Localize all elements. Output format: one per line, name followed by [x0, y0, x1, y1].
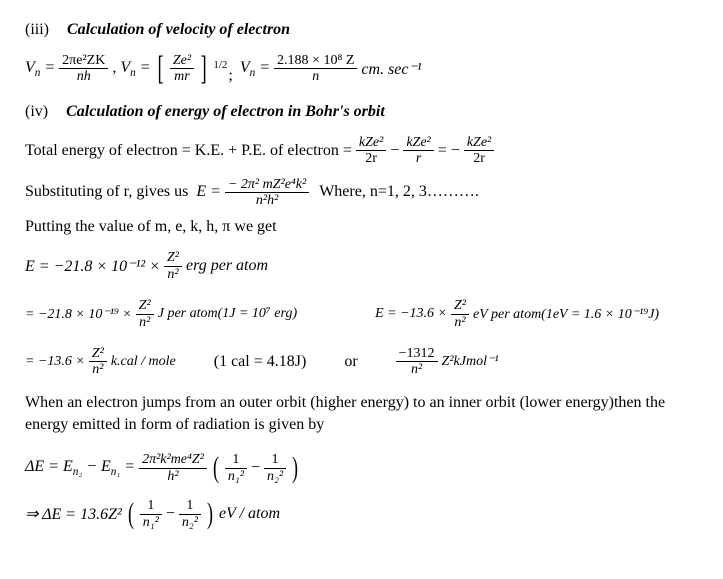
- erg-line: E = −21.8 × 10⁻¹² × Z²n² erg per atom: [25, 250, 698, 282]
- te-eq: = −: [438, 142, 460, 160]
- ev-u: eV per atom(1eV = 1.6 × 10⁻¹⁹J): [473, 306, 659, 323]
- kcal-line: = −13.6 × Z²n² k.cal / mole (1 cal = 4.1…: [25, 346, 698, 378]
- lparen-1: (: [213, 456, 219, 480]
- erg-E: E = −21.8 × 10⁻¹² ×: [25, 256, 160, 276]
- rparen-1: ): [292, 456, 298, 480]
- dE-lhs: ΔE = En₂ − En₁ =: [25, 458, 135, 478]
- putting-line: Putting the value of m, e, k, h, π we ge…: [25, 218, 698, 236]
- eq-velocity: Vn = 2πe²ZK nh , Vn = [ Ze² mr ] 1/2 ; V…: [25, 53, 698, 85]
- rbracket: ]: [201, 54, 207, 85]
- dE2-u: eV / atom: [219, 505, 280, 523]
- subst-frac: − 2π² mZ²e⁴k²n²h²: [225, 177, 309, 209]
- kc-frac: Z²n²: [89, 346, 107, 378]
- j-ev-line: = −21.8 × 10⁻¹⁹ × Z²n² J per atom(1J = 1…: [25, 298, 698, 330]
- j-u: J per atom(1J = 10⁷ erg): [158, 306, 297, 322]
- dE-p2: 1n₂²: [264, 452, 286, 484]
- subst-line: Substituting of r, gives us E = − 2π² mZ…: [25, 177, 698, 209]
- section-4-title: Calculation of energy of electron in Boh…: [66, 103, 385, 121]
- section-4-num: (iv): [25, 103, 48, 121]
- te-f2: kZe²r: [403, 135, 433, 167]
- ev-E: E = −13.6 ×: [375, 306, 447, 322]
- kj-u: Z²kJmol⁻¹: [442, 353, 499, 370]
- te-minus: −: [390, 142, 399, 160]
- deltaE-result: ⇒ ΔE = 13.6Z² ( 1n₁² − 1n₂² ) eV / atom: [25, 498, 698, 530]
- dE2-p2: 1n₂²: [179, 498, 201, 530]
- subst-b: Where, n=1, 2, 3……….: [319, 183, 479, 201]
- dE-p1: 1n₁²: [225, 452, 247, 484]
- subst-a: Substituting of r, gives us E =: [25, 183, 221, 201]
- section-3-head: (iii) Calculation of velocity of electro…: [25, 21, 698, 39]
- vn2: , Vn =: [112, 59, 150, 79]
- j-frac: Z²n²: [136, 298, 154, 330]
- erg-u: erg per atom: [186, 257, 268, 275]
- kj-frac: −1312n²: [396, 346, 438, 378]
- frac-2: Ze² mr: [170, 53, 194, 85]
- semicolon: ;: [228, 67, 232, 85]
- lparen-2: (: [128, 502, 134, 526]
- total-energy-line: Total energy of electron = K.E. + P.E. o…: [25, 135, 698, 167]
- section-3-num: (iii): [25, 21, 49, 39]
- kc-a: = −13.6 ×: [25, 354, 85, 370]
- or-text: or: [344, 353, 357, 371]
- dE-frac: 2π²k²me⁴Z²h²: [139, 452, 207, 484]
- te-f3: kZe²2r: [464, 135, 494, 167]
- kc-u: k.cal / mole: [111, 354, 176, 370]
- ev-frac: Z²n²: [451, 298, 469, 330]
- erg-frac: Z²n²: [164, 250, 182, 282]
- frac-3: 2.188 × 10⁸ Z n: [274, 53, 357, 85]
- vn3: Vn =: [240, 59, 270, 79]
- j-a: = −21.8 × 10⁻¹⁹ ×: [25, 306, 132, 323]
- deltaE-line: ΔE = En₂ − En₁ = 2π²k²me⁴Z²h² ( 1n₁² − 1…: [25, 452, 698, 484]
- lbracket: [: [157, 54, 163, 85]
- dE2-p1: 1n₁²: [140, 498, 162, 530]
- frac-1: 2πe²ZK nh: [59, 53, 108, 85]
- cal-conv: (1 cal = 4.18J): [214, 353, 307, 371]
- te-text: Total energy of electron = K.E. + P.E. o…: [25, 142, 352, 160]
- dE2-a: ⇒ ΔE = 13.6Z²: [25, 504, 122, 524]
- dE2-pm: −: [166, 505, 175, 523]
- dE-pm: −: [251, 459, 260, 477]
- unit-cms: cm. sec⁻¹: [361, 59, 421, 79]
- pow-half: 1/2: [213, 59, 227, 71]
- jump-text: When an electron jumps from an outer orb…: [25, 392, 698, 437]
- vn1: Vn =: [25, 59, 55, 79]
- te-f1: kZe²2r: [356, 135, 386, 167]
- section-3-title: Calculation of velocity of electron: [67, 21, 290, 39]
- rparen-2: ): [207, 502, 213, 526]
- section-4-head: (iv) Calculation of energy of electron i…: [25, 103, 698, 121]
